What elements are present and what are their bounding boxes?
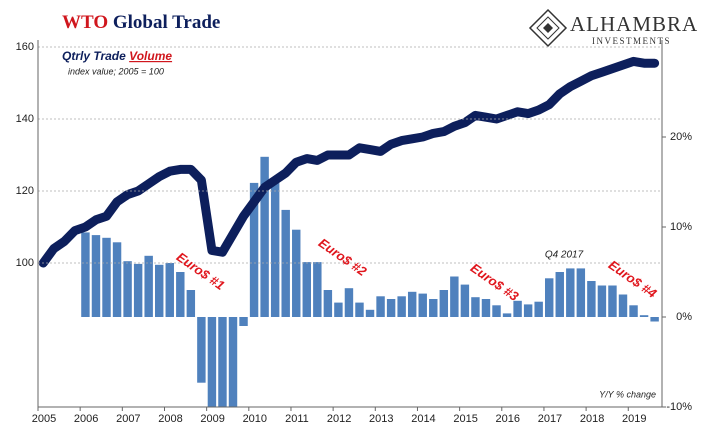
bar <box>471 297 480 317</box>
bar <box>502 313 512 317</box>
bar <box>355 302 364 317</box>
bar <box>608 285 617 317</box>
logo: ALHAMBRA INVESTMENTS <box>528 8 698 48</box>
bar <box>292 229 301 317</box>
bar <box>323 290 333 317</box>
bar <box>197 317 206 383</box>
x-tick-label: 2010 <box>243 413 267 425</box>
y2-tick-label: 10% <box>670 221 692 233</box>
y-tick-label: 100 <box>16 257 34 269</box>
bar <box>545 278 554 317</box>
bar <box>270 182 280 317</box>
bar <box>155 264 164 317</box>
brand-name: ALHAMBRA <box>570 12 698 36</box>
annotation: Euro$ #2 <box>316 235 370 279</box>
bar <box>165 263 174 317</box>
bar <box>133 263 143 317</box>
bar <box>91 235 101 317</box>
bar <box>566 268 575 317</box>
bar <box>650 317 659 322</box>
y2-axis-label: Y/Y % change <box>599 389 656 399</box>
x-tick-label: 2018 <box>580 413 604 425</box>
bar <box>281 209 290 317</box>
bar <box>576 268 586 317</box>
bar <box>555 272 564 317</box>
brand-tagline: INVESTMENTS <box>592 36 671 46</box>
bar <box>481 299 491 317</box>
x-tick-label: 2007 <box>116 413 140 425</box>
y2-tick-label: 20% <box>670 131 692 143</box>
x-tick-label: 2015 <box>453 413 477 425</box>
bar <box>597 285 607 317</box>
bar <box>239 317 248 326</box>
x-tick-label: 2008 <box>158 413 182 425</box>
subtitle: Qtrly Trade Volume <box>62 49 172 63</box>
x-tick-label: 2019 <box>622 413 646 425</box>
x-tick-label: 2005 <box>32 413 56 425</box>
bar <box>618 294 628 317</box>
bar <box>218 317 227 407</box>
y-tick-label: 160 <box>16 41 34 53</box>
line <box>38 56 660 268</box>
bar <box>260 156 269 317</box>
chart-title: WTO Global Trade <box>62 12 220 33</box>
bar <box>397 296 406 317</box>
bar <box>418 293 427 317</box>
x-tick-label: 2009 <box>200 413 224 425</box>
bar <box>81 232 90 317</box>
note: index value; 2005 = 100 <box>68 66 164 76</box>
bar <box>492 305 501 317</box>
bar <box>513 300 522 317</box>
y-tick-label: 120 <box>16 185 34 197</box>
bar <box>450 276 459 317</box>
bar <box>334 302 343 317</box>
title-accent: WTO <box>62 12 108 33</box>
bar <box>407 291 417 317</box>
y-tick-label: 140 <box>16 113 34 125</box>
x-tick-label: 2013 <box>369 413 393 425</box>
x-tick-label: 2011 <box>285 413 309 425</box>
bar <box>344 288 354 317</box>
subtitle-text: Qtrly Trade <box>62 49 126 63</box>
bar <box>460 284 470 317</box>
y2-tick-label: 0% <box>676 311 692 323</box>
subtitle-accent: Volume <box>129 49 172 63</box>
annotation: Q4 2017 <box>545 250 584 261</box>
x-tick-label: 2017 <box>538 413 562 425</box>
x-tick-label: 2016 <box>496 413 520 425</box>
bar <box>523 304 533 317</box>
bar <box>534 301 543 317</box>
bar <box>112 242 122 317</box>
bar <box>639 315 649 317</box>
bar <box>186 290 196 317</box>
x-tick-label: 2014 <box>411 413 435 425</box>
bar <box>313 262 322 317</box>
y2-tick-label: -10% <box>666 401 692 413</box>
bar <box>249 182 259 317</box>
bar <box>228 317 238 407</box>
bar <box>429 299 438 317</box>
bar <box>587 281 596 317</box>
plot-area <box>38 56 660 407</box>
bar <box>629 305 638 317</box>
bar <box>102 237 111 317</box>
bar <box>439 290 449 317</box>
bar <box>123 261 132 317</box>
bar <box>302 262 311 317</box>
bar <box>207 317 217 407</box>
x-tick-label: 2006 <box>74 413 98 425</box>
title-text: Global Trade <box>113 12 221 33</box>
bar <box>376 296 385 317</box>
bar <box>144 255 153 317</box>
bar <box>365 309 375 317</box>
bar <box>176 272 185 317</box>
bar <box>386 299 396 317</box>
x-tick-label: 2012 <box>327 413 351 425</box>
